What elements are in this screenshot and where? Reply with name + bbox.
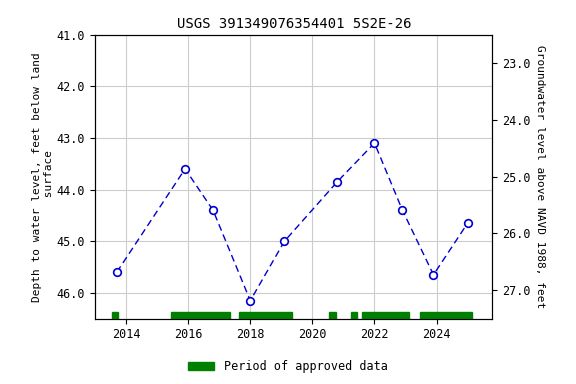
Bar — [419, 313, 472, 319]
Y-axis label: Depth to water level, feet below land
 surface: Depth to water level, feet below land su… — [32, 52, 54, 301]
Y-axis label: Groundwater level above NAVD 1988, feet: Groundwater level above NAVD 1988, feet — [535, 45, 545, 308]
Bar — [329, 313, 336, 319]
Bar — [240, 313, 292, 319]
Bar — [351, 313, 358, 319]
Bar — [171, 313, 230, 319]
Bar — [362, 313, 408, 319]
Title: USGS 391349076354401 5S2E-26: USGS 391349076354401 5S2E-26 — [176, 17, 411, 31]
Bar — [112, 313, 118, 319]
Legend: Period of approved data: Period of approved data — [184, 356, 392, 378]
